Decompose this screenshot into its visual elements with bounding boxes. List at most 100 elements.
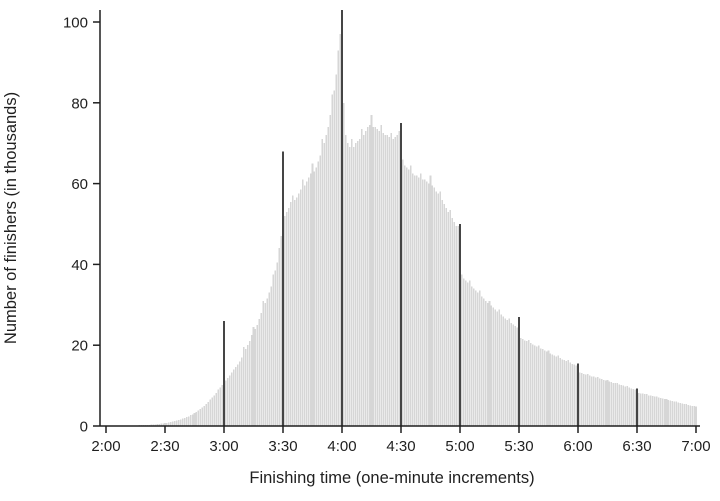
histogram-bar	[565, 360, 567, 426]
histogram-bar	[353, 147, 355, 427]
histogram-bar	[233, 369, 235, 426]
histogram-bar	[557, 355, 560, 426]
histogram-bar	[181, 418, 184, 426]
x-tick-label: 5:30	[504, 438, 533, 455]
histogram-bar	[154, 424, 156, 426]
histogram-bar	[683, 403, 685, 426]
histogram-bar	[331, 94, 333, 426]
histogram-bar	[356, 141, 359, 426]
histogram-bar	[455, 226, 457, 426]
x-tick-label: 2:30	[150, 438, 179, 455]
histogram-bar	[274, 270, 276, 426]
histogram-bar	[445, 207, 447, 426]
histogram-bar	[347, 143, 349, 426]
histogram-bar	[337, 50, 339, 426]
histogram-bar	[209, 399, 211, 426]
histogram-bar	[545, 351, 548, 426]
histogram-bar	[164, 423, 166, 426]
histogram-bar	[345, 135, 347, 426]
histogram-bar	[351, 139, 353, 426]
histogram-bar	[205, 403, 208, 426]
histogram-bar	[638, 392, 640, 426]
histogram-bar	[156, 424, 158, 426]
histogram-bar	[225, 380, 227, 426]
histogram-bar	[622, 385, 624, 426]
histogram-bar	[270, 286, 272, 426]
histogram-bar	[555, 356, 558, 426]
histogram-bar	[551, 354, 554, 426]
histogram-bar	[608, 381, 611, 426]
histogram-bar	[410, 165, 412, 427]
histogram-bar	[299, 189, 302, 426]
histogram-bar	[598, 378, 601, 426]
histogram-bar	[447, 211, 449, 426]
histogram-bar	[604, 380, 607, 426]
histogram-bar	[221, 384, 223, 426]
histogram-bar	[229, 375, 231, 426]
histogram-bar	[431, 185, 434, 426]
histogram-bar	[296, 197, 298, 426]
histogram-bar	[376, 129, 379, 426]
histogram-bar	[427, 183, 430, 426]
histogram-bar	[366, 127, 369, 426]
histogram-bar	[364, 131, 367, 426]
x-tick-label: 6:30	[622, 438, 651, 455]
histogram-spike-bar	[400, 123, 402, 426]
histogram-bar	[553, 355, 556, 426]
histogram-bar	[628, 387, 630, 426]
histogram-bar	[219, 387, 221, 426]
histogram-bar	[673, 401, 676, 426]
histogram-bar	[473, 288, 475, 426]
histogram-bar	[520, 337, 522, 426]
y-tick-label: 40	[71, 257, 88, 274]
histogram-bar	[494, 309, 497, 426]
histogram-bar	[195, 411, 198, 426]
histogram-bar	[384, 135, 387, 426]
histogram-bar	[311, 163, 314, 426]
histogram-spike-bar	[459, 224, 461, 426]
histogram-bar	[178, 419, 180, 426]
histogram-bar	[563, 360, 565, 426]
histogram-bar	[272, 274, 274, 426]
histogram-bar	[587, 373, 589, 426]
x-tick-label: 5:00	[445, 438, 474, 455]
histogram-bar	[425, 181, 428, 426]
histogram-bar	[589, 375, 591, 426]
histogram-bar	[679, 402, 682, 426]
histogram-bar	[242, 347, 245, 426]
histogram-bar	[457, 226, 459, 426]
histogram-bar	[429, 175, 432, 426]
histogram-bar	[488, 300, 491, 426]
histogram-bar	[602, 379, 605, 426]
histogram-bar	[378, 131, 381, 426]
histogram-bar	[571, 363, 573, 426]
histogram-bar	[606, 379, 609, 426]
histogram-bar	[321, 139, 324, 426]
histogram-bar	[465, 280, 467, 426]
histogram-bar	[264, 302, 267, 426]
histogram-bar	[172, 421, 174, 426]
histogram-bar	[423, 179, 426, 426]
histogram-bar	[199, 409, 202, 426]
histogram-bar	[246, 345, 249, 426]
histogram-bar	[681, 403, 683, 426]
histogram-bar	[596, 377, 599, 426]
histogram-bar	[490, 305, 493, 426]
histogram-bar	[231, 372, 233, 426]
histogram-bar	[634, 389, 636, 426]
histogram-bar	[386, 135, 388, 426]
histogram-bar	[695, 406, 697, 426]
histogram-bar	[502, 316, 505, 426]
histogram-bar	[406, 167, 408, 426]
histogram-bar	[600, 379, 603, 426]
histogram-bar	[203, 405, 206, 426]
histogram-bar	[355, 143, 357, 426]
histogram-bar	[349, 147, 351, 427]
histogram-bar	[301, 179, 304, 426]
histogram-bar	[626, 386, 628, 426]
histogram-spike-bar	[518, 316, 520, 426]
histogram-bar	[665, 398, 668, 426]
histogram-bar	[644, 394, 646, 426]
histogram-bar	[591, 376, 593, 426]
histogram-bar	[537, 345, 540, 426]
